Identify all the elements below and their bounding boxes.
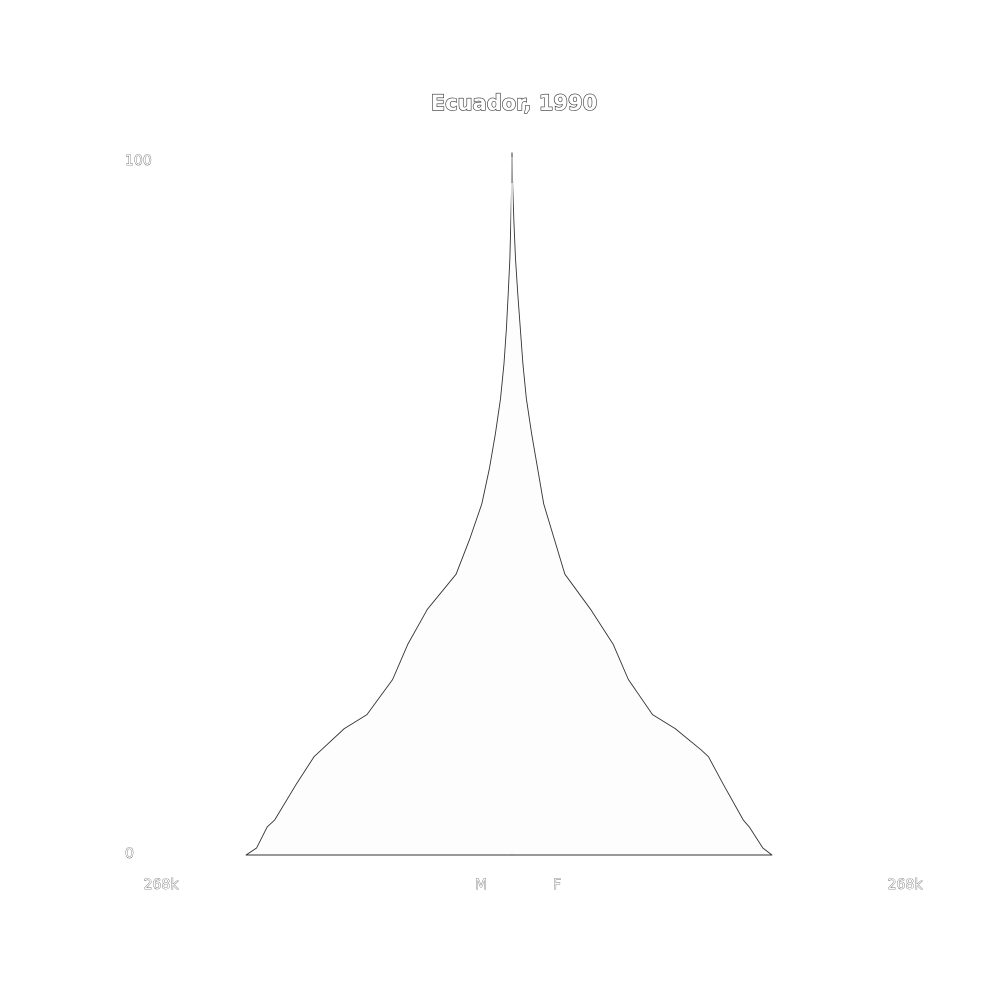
chart-title: Ecuador, 1990 [431,91,597,115]
y-tick-min: 0 [125,846,134,862]
x-tick-left: 268k [144,877,180,893]
female-population-area [511,152,773,856]
male-label: M [475,877,487,893]
y-tick-max: 100 [125,153,152,169]
male-population-area [245,152,513,856]
pyramid-areas [245,152,773,856]
x-tick-right: 268k [888,877,924,893]
female-label: F [553,877,561,893]
